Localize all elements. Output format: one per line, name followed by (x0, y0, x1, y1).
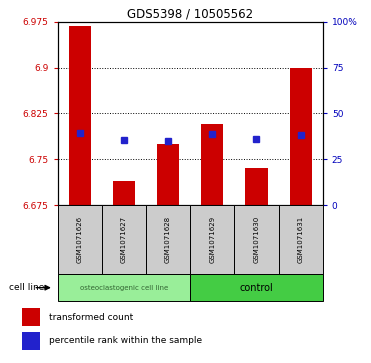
Bar (113, 181, 135, 205)
Bar (190, 205, 234, 274)
Bar (157, 144, 179, 205)
Text: GSM1071627: GSM1071627 (121, 216, 127, 263)
Bar (146, 205, 190, 274)
Text: GSM1071631: GSM1071631 (298, 216, 304, 263)
Text: control: control (240, 283, 273, 293)
Text: GSM1071626: GSM1071626 (76, 216, 83, 263)
Bar (22, 308, 40, 326)
Text: cell line: cell line (9, 283, 45, 292)
Text: GSM1071630: GSM1071630 (253, 216, 259, 263)
Title: GDS5398 / 10505562: GDS5398 / 10505562 (127, 8, 253, 21)
Bar (279, 205, 323, 274)
Bar (58, 274, 190, 301)
Text: GSM1071628: GSM1071628 (165, 216, 171, 263)
Bar (102, 205, 146, 274)
Bar (69, 26, 91, 205)
Bar (58, 205, 102, 274)
Text: GSM1071629: GSM1071629 (209, 216, 215, 263)
Bar (190, 274, 323, 301)
Bar (290, 68, 312, 205)
Bar (234, 205, 279, 274)
Bar (201, 124, 223, 205)
Bar (22, 332, 40, 350)
Text: transformed count: transformed count (49, 313, 133, 322)
Text: percentile rank within the sample: percentile rank within the sample (49, 336, 202, 345)
Bar (245, 168, 267, 205)
Text: osteoclastogenic cell line: osteoclastogenic cell line (80, 285, 168, 291)
